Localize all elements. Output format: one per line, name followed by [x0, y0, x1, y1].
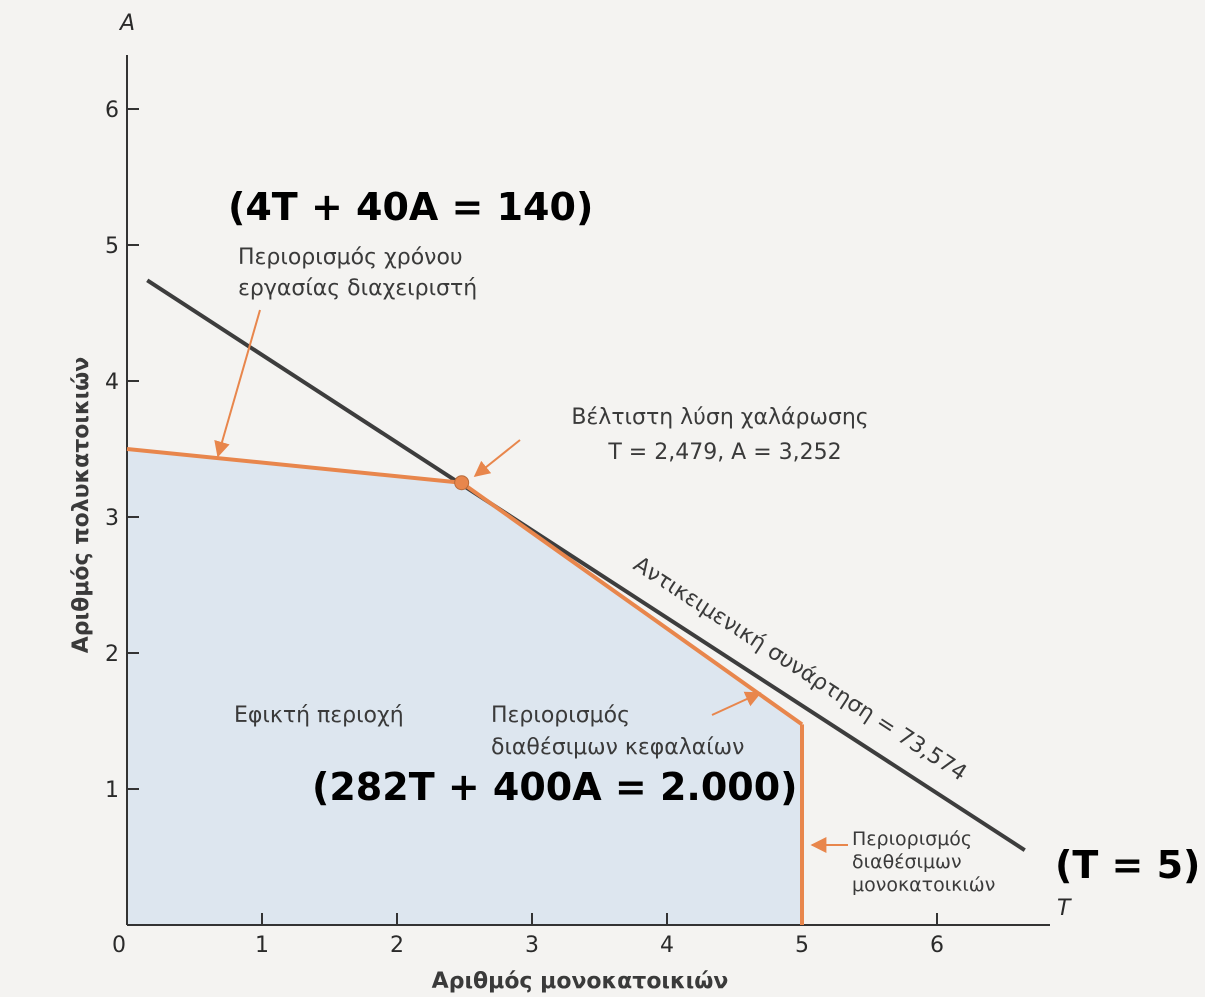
units-constraint-label-line2: διαθέσιμων — [852, 851, 962, 873]
units-constraint-equation: (T = 5) — [1055, 843, 1200, 887]
y-tick-label: 1 — [105, 778, 119, 803]
capital-constraint-label-line1: Περιορισμός — [491, 703, 630, 728]
optimum-label-line2: T = 2,479, A = 3,252 — [607, 440, 841, 465]
capital-constraint-label-line2: διαθέσιμων κεφαλαίων — [491, 735, 744, 760]
x-tick-label: 6 — [930, 933, 944, 958]
y-tick-label: 6 — [105, 98, 119, 123]
units-constraint-label-line3: μονοκατοικιών — [852, 874, 995, 896]
labor-constraint-equation: (4T + 40A = 140) — [228, 185, 593, 229]
labor-constraint-label-line1: Περιορισμός χρόνου — [238, 245, 463, 270]
labor-constraint-label-line2: εργασίας διαχειριστή — [238, 276, 477, 301]
x-tick-label: 1 — [255, 933, 269, 958]
y-tick-label: 5 — [105, 234, 119, 259]
x-tick-label: 2 — [390, 933, 404, 958]
x-tick-label: 5 — [795, 933, 809, 958]
optimum-label-line1: Βέλτιστη λύση χαλάρωσης — [571, 405, 868, 430]
units-constraint-label-line1: Περιορισμός — [852, 828, 972, 850]
capital-constraint-equation: (282T + 400A = 2.000) — [312, 765, 798, 809]
x-axis-variable: T — [1057, 896, 1072, 921]
feasible-region — [127, 449, 802, 925]
feasible-region-label: Εφικτή περιοχή — [234, 703, 404, 728]
x-tick-label: 3 — [525, 933, 539, 958]
y-tick-label: 3 — [105, 506, 119, 531]
optimum-point — [455, 476, 469, 490]
y-axis-title: Αριθμός πολυκατοικιών — [69, 357, 94, 654]
x-axis-title: Αριθμός μονοκατοικιών — [432, 969, 729, 994]
y-tick-label: 2 — [105, 642, 119, 667]
y-tick-label: 4 — [105, 370, 119, 395]
x-tick-label: 0 — [112, 933, 126, 958]
y-axis-variable: A — [118, 11, 135, 36]
x-tick-label: 4 — [660, 933, 674, 958]
